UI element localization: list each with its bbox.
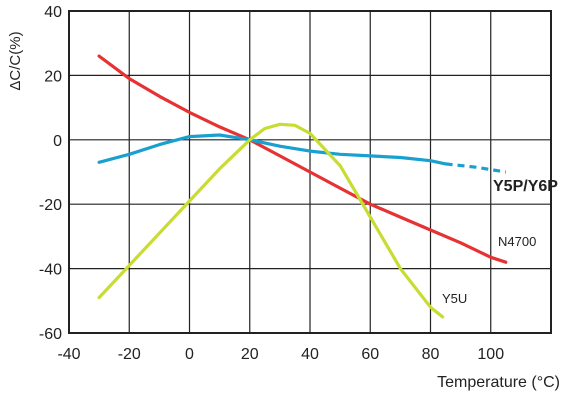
series-labels: Y5P/Y6P N4700 Y5U: [442, 178, 558, 306]
x-tick-label: -20: [118, 346, 141, 363]
y-tick-label: -60: [39, 326, 62, 343]
series-line-dashed-1: [445, 162, 507, 174]
x-tick-label: 40: [301, 346, 319, 363]
y-tick-label: -40: [39, 262, 62, 279]
x-axis-title: Temperature (°C): [437, 374, 560, 391]
x-tick-label: -40: [57, 346, 80, 363]
y-tick-label: 40: [44, 4, 62, 21]
series-line-2: [97, 122, 445, 319]
x-tick-label: 100: [477, 346, 504, 363]
x-tick-label: 80: [422, 346, 440, 363]
x-tick-label: 60: [361, 346, 379, 363]
series-line-1: [97, 133, 448, 166]
axis-ticks: -40 -20 0 20 40 60 80 100 40 20 0 -20 -40 -60: [39, 4, 504, 363]
series-lines: [97, 54, 508, 319]
series-label: N4700: [498, 234, 536, 249]
y-tick-label: -20: [39, 197, 62, 214]
series-label: Y5U: [442, 291, 467, 306]
y-tick-label: 0: [53, 133, 62, 150]
series-line-0: [97, 54, 508, 264]
plot-frame: [68, 10, 552, 334]
x-tick-label: 0: [185, 346, 194, 363]
series-label: Y5P/Y6P: [493, 178, 558, 195]
y-axis-title: ΔC/C(%): [7, 31, 24, 90]
x-tick-label: 20: [241, 346, 259, 363]
y-tick-label: 20: [44, 68, 62, 85]
